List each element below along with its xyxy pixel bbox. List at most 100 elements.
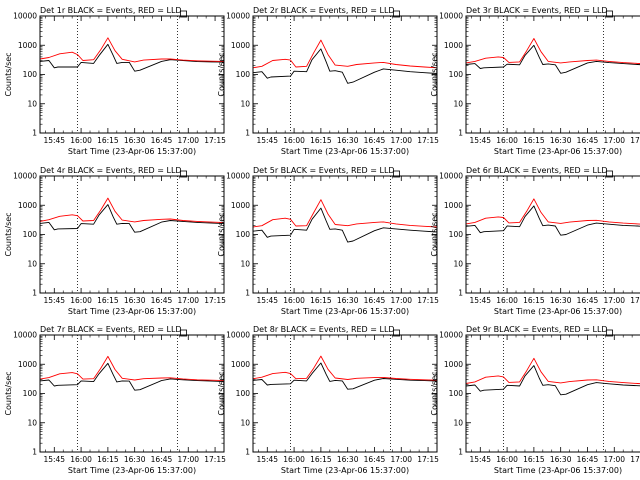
x-tick-label: 16:30: [337, 296, 359, 305]
y-axis-label: Counts/sec: [217, 212, 226, 256]
panel-title: Det 9r BLACK = Events, RED = LLD: [466, 325, 608, 334]
x-tick-label: 15:45: [256, 136, 278, 145]
x-tick-label: 16:30: [124, 455, 146, 464]
y-tick-label: 10: [27, 418, 37, 427]
x-tick-label: 15:45: [256, 455, 278, 464]
y-tick-label: 100: [23, 389, 38, 398]
panel-det-1: Det 1r BLACK = Events, RED = LLD Counts/s…: [4, 6, 226, 156]
y-tick-label: 10000: [439, 172, 463, 181]
plot-frame: [252, 334, 438, 453]
x-tick-label: 17:00: [390, 136, 412, 145]
x-tick-label: 17:00: [177, 296, 199, 305]
y-tick-label: 1000: [18, 360, 37, 369]
y-axis-label: Counts/sec: [4, 371, 13, 415]
y-tick-label: 10000: [13, 12, 37, 21]
lld-series-line: [252, 355, 438, 381]
panel-title: Det 2r BLACK = Events, RED = LLD: [253, 6, 395, 15]
x-tick-label: 16:30: [337, 136, 359, 145]
events-series-line: [465, 205, 640, 236]
y-axis-label: Counts/sec: [217, 52, 226, 96]
x-tick-label: 17:00: [390, 455, 412, 464]
panel-det-8: Det 8r BLACK = Events, RED = LLD Counts/s…: [217, 325, 439, 475]
x-tick-label: 15:45: [469, 296, 491, 305]
x-axis-label: Start Time (23-Apr-06 15:37:00): [68, 147, 196, 156]
x-tick-label: 15:45: [43, 455, 65, 464]
y-tick-label: 10: [240, 259, 250, 268]
overflow-marker: [393, 10, 400, 18]
x-tick-label: 17:15: [417, 136, 439, 145]
x-axis-label: Start Time (23-Apr-06 15:37:00): [494, 147, 622, 156]
x-axis-label: Start Time (23-Apr-06 15:37:00): [494, 307, 622, 316]
x-tick-label: 16:30: [124, 296, 146, 305]
x-tick-label: 16:30: [550, 455, 572, 464]
panel-title: Det 4r BLACK = Events, RED = LLD: [40, 166, 182, 175]
y-tick-label: 1000: [231, 41, 250, 50]
y-axis-label: Counts/sec: [430, 52, 439, 96]
y-tick-label: 10: [453, 99, 463, 108]
y-tick-label: 1000: [444, 201, 463, 210]
x-tick-label: 17:00: [603, 455, 625, 464]
x-tick-label: 16:00: [496, 455, 518, 464]
y-tick-label: 10: [240, 99, 250, 108]
x-tick-label: 17:00: [603, 296, 625, 305]
events-series-line: [252, 207, 438, 243]
x-tick-label: 15:45: [43, 296, 65, 305]
y-tick-label: 10000: [439, 12, 463, 21]
events-series-line: [252, 48, 438, 84]
x-tick-label: 16:15: [310, 455, 332, 464]
y-tick-label: 1: [245, 289, 250, 298]
y-axis-label: Counts/sec: [4, 212, 13, 256]
panel-det-7: Det 7r BLACK = Events, RED = LLD Counts/s…: [4, 325, 226, 475]
overflow-marker: [180, 170, 187, 178]
x-tick-label: 15:45: [469, 136, 491, 145]
events-series-line: [465, 365, 640, 396]
plot-frame: [39, 175, 225, 294]
x-tick-label: 16:15: [97, 296, 119, 305]
y-tick-label: 100: [449, 70, 464, 79]
x-tick-label: 16:15: [97, 455, 119, 464]
overflow-marker: [606, 10, 613, 18]
x-tick-label: 16:00: [70, 296, 92, 305]
y-tick-label: 100: [236, 230, 251, 239]
x-tick-label: 16:45: [577, 136, 599, 145]
lld-series-line: [39, 355, 225, 382]
y-tick-label: 1000: [444, 41, 463, 50]
panel-det-6: Det 6r BLACK = Events, RED = LLD Counts/s…: [430, 166, 640, 316]
x-tick-label: 16:00: [283, 136, 305, 145]
y-tick-label: 10: [27, 259, 37, 268]
x-tick-label: 16:45: [577, 296, 599, 305]
x-tick-label: 16:00: [70, 136, 92, 145]
panel-title: Det 3r BLACK = Events, RED = LLD: [466, 6, 608, 15]
x-tick-label: 16:45: [151, 455, 173, 464]
lld-series-line: [465, 38, 640, 64]
y-tick-label: 1: [32, 289, 37, 298]
x-tick-label: 15:45: [256, 296, 278, 305]
x-tick-label: 16:45: [364, 136, 386, 145]
y-tick-label: 1000: [231, 360, 250, 369]
y-tick-label: 10: [240, 418, 250, 427]
events-series-line: [39, 204, 225, 233]
y-tick-label: 100: [449, 230, 464, 239]
overflow-marker: [180, 10, 187, 18]
panel-title: Det 5r BLACK = Events, RED = LLD: [253, 166, 395, 175]
x-tick-label: 16:45: [151, 136, 173, 145]
y-tick-label: 10: [453, 259, 463, 268]
panel-title: Det 7r BLACK = Events, RED = LLD: [40, 325, 182, 334]
x-tick-label: 16:15: [310, 296, 332, 305]
y-tick-label: 1: [458, 289, 463, 298]
y-tick-label: 100: [23, 230, 38, 239]
y-tick-label: 100: [236, 389, 251, 398]
events-series-line: [39, 362, 225, 391]
plot-frame: [252, 175, 438, 294]
lld-series-line: [252, 39, 438, 69]
x-tick-label: 17:15: [417, 296, 439, 305]
x-tick-label: 16:45: [151, 296, 173, 305]
x-tick-label: 16:30: [124, 136, 146, 145]
x-tick-label: 17:15: [630, 296, 640, 305]
x-tick-label: 16:00: [496, 296, 518, 305]
x-tick-label: 17:15: [630, 455, 640, 464]
y-tick-label: 1: [458, 448, 463, 457]
y-tick-label: 1: [32, 129, 37, 138]
y-axis-label: Counts/sec: [4, 52, 13, 96]
